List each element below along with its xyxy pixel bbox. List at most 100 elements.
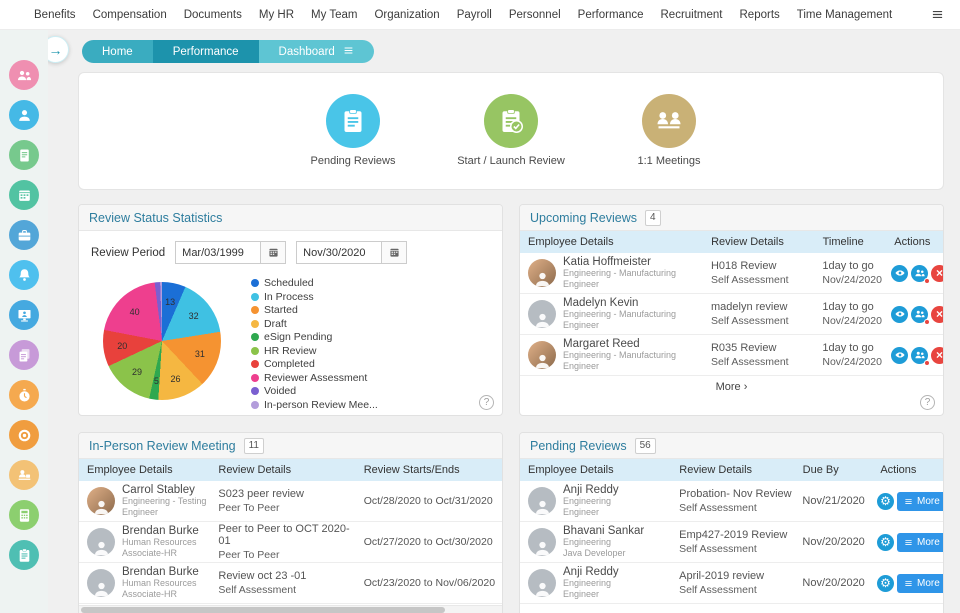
settings-icon[interactable]: ⚙ — [877, 574, 894, 592]
legend-item: eSign Pending — [251, 331, 378, 343]
notification-dot — [924, 277, 930, 284]
legend-dot — [251, 360, 259, 368]
nav-item-payroll[interactable]: Payroll — [456, 8, 492, 21]
quick-action-label: Pending Reviews — [310, 154, 396, 167]
reviewers-icon[interactable] — [911, 264, 930, 284]
workstation-icon[interactable] — [9, 300, 39, 330]
legend-label: Completed — [264, 358, 315, 370]
calendar-icon[interactable] — [381, 242, 407, 263]
team-icon[interactable] — [9, 60, 39, 90]
documents-icon[interactable] — [9, 340, 39, 370]
nav-item-benefits[interactable]: Benefits — [34, 8, 76, 21]
table-header: Employee Details Review Details Review S… — [79, 459, 502, 481]
avatar — [528, 300, 556, 328]
review-details-cell: April-2019 review Self Assessment — [671, 570, 794, 596]
timeline-days: 1day to go — [822, 260, 874, 272]
view-icon[interactable] — [891, 346, 908, 364]
cancel-icon[interactable]: × — [931, 305, 943, 323]
reviewers-icon[interactable] — [911, 305, 930, 325]
tab-home[interactable]: Home — [82, 40, 153, 63]
help-icon[interactable]: ? — [920, 395, 935, 410]
sidebar-expand-button[interactable]: → — [48, 36, 69, 63]
review-type: Self Assessment — [710, 274, 789, 286]
quick-action-one-on-one-meetings[interactable]: 1:1 Meetings — [614, 93, 724, 169]
forms-icon[interactable] — [9, 540, 39, 570]
quick-action-pending-reviews[interactable]: Pending Reviews — [298, 93, 408, 169]
review-type: Self Assessment — [679, 584, 757, 596]
employee-cell: Anji Reddy Engineering Engineer — [520, 566, 671, 601]
nav-item-my-team[interactable]: My Team — [311, 8, 358, 21]
main-content: → Home Performance Dashboard Pending Rev… — [48, 30, 960, 613]
table-row: Madelyn Kevin Engineering - Manufacturing… — [520, 294, 943, 335]
panel-upcoming-reviews: Upcoming Reviews 4 Employee Details Revi… — [519, 204, 944, 416]
legend-item: Completed — [251, 358, 378, 370]
nav-item-time-management[interactable]: Time Management — [796, 8, 893, 21]
column-header: Review Details — [218, 464, 292, 476]
nav-item-documents[interactable]: Documents — [183, 8, 242, 21]
view-icon[interactable] — [891, 305, 908, 323]
inperson-table-body: Carrol Stabley Engineering - Testing Engin… — [79, 481, 502, 604]
more-button[interactable]: More — [897, 491, 943, 511]
review-details-cell: Probation- Nov Review Self Assessment — [671, 488, 794, 514]
workdesk-icon[interactable] — [9, 460, 39, 490]
date-from-group — [175, 241, 287, 264]
tab-bar: Home Performance Dashboard — [82, 40, 374, 63]
calendar-icon[interactable] — [260, 242, 286, 263]
nav-item-recruitment[interactable]: Recruitment — [660, 8, 723, 21]
nav-item-organization[interactable]: Organization — [374, 8, 440, 21]
cancel-icon[interactable]: × — [931, 264, 943, 282]
tab-performance[interactable]: Performance — [152, 40, 259, 63]
quick-action-start-launch-review[interactable]: Start / Launch Review — [456, 93, 566, 169]
nav-item-my-hr[interactable]: My HR — [258, 8, 295, 21]
employee-role: Engineer — [563, 589, 600, 599]
review-name: madelyn review — [710, 301, 788, 313]
notifications-icon[interactable] — [9, 260, 39, 290]
more-button-label: More — [917, 495, 940, 507]
hamburger-icon[interactable] — [931, 8, 944, 21]
employee-name: Margaret Reed — [563, 337, 640, 350]
horizontal-scrollbar[interactable] — [79, 605, 502, 613]
view-icon[interactable] — [891, 264, 908, 282]
legend-dot — [251, 306, 259, 314]
goals-icon[interactable] — [9, 420, 39, 450]
column-header: Timeline — [822, 236, 864, 248]
calendar-icon[interactable] — [9, 180, 39, 210]
avatar — [87, 528, 115, 556]
employee-name: Anji Reddy — [563, 483, 619, 496]
calculator-icon[interactable] — [9, 500, 39, 530]
scrollbar-thumb[interactable] — [81, 607, 445, 613]
payroll-icon[interactable] — [9, 220, 39, 250]
nav-item-performance[interactable]: Performance — [577, 8, 644, 21]
tab-dashboard-label: Dashboard — [278, 45, 335, 58]
employee-name: Katia Hoffmeister — [563, 255, 651, 268]
nav-item-compensation[interactable]: Compensation — [92, 8, 167, 21]
nav-item-reports[interactable]: Reports — [739, 8, 780, 21]
legend-dot — [251, 292, 259, 301]
date-from-input[interactable] — [176, 242, 261, 263]
settings-icon[interactable]: ⚙ — [877, 492, 894, 510]
quick-action-label: Start / Launch Review — [457, 154, 565, 167]
cancel-icon[interactable]: × — [931, 346, 943, 364]
review-details-cell: madelyn review Self Assessment — [703, 301, 814, 327]
pending-reviews-icon — [326, 93, 380, 148]
more-button[interactable]: More — [897, 573, 943, 593]
timer-icon[interactable] — [9, 380, 39, 410]
settings-icon[interactable]: ⚙ — [877, 533, 894, 551]
nav-item-personnel[interactable]: Personnel — [508, 8, 561, 21]
more-button[interactable]: More — [897, 532, 943, 552]
more-link[interactable]: More › — [715, 381, 748, 393]
avatar — [528, 569, 556, 597]
legend-label: Scheduled — [264, 277, 314, 289]
table-row: Brendan Burke Human Resources Associate-HR… — [79, 563, 502, 604]
help-icon[interactable]: ? — [479, 395, 494, 410]
employee-transfer-icon[interactable] — [9, 100, 39, 130]
reviewers-icon[interactable] — [911, 346, 930, 366]
employee-dept: Engineering - Manufacturing — [563, 349, 677, 360]
tab-dashboard[interactable]: Dashboard — [258, 40, 374, 63]
review-details-cell: 1day to go Nov/24/2020 — [814, 301, 886, 327]
pie-value-label: 13 — [165, 296, 176, 307]
employee-role: Engineer — [563, 279, 600, 289]
legend-dot — [251, 387, 259, 395]
report-list-icon[interactable] — [9, 140, 39, 170]
date-to-input[interactable] — [297, 242, 382, 263]
